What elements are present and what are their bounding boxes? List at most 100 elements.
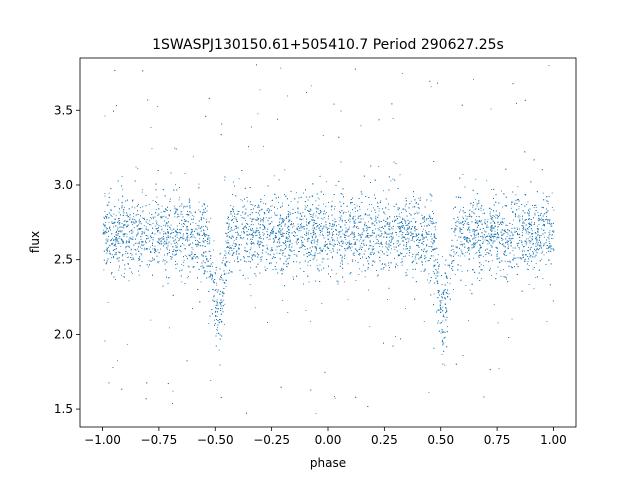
data-point <box>264 228 266 230</box>
data-point <box>260 236 261 238</box>
data-point <box>319 229 321 231</box>
data-point <box>174 239 176 241</box>
data-point <box>105 222 107 223</box>
data-point <box>475 219 476 221</box>
data-point <box>392 118 394 119</box>
data-point <box>256 227 258 229</box>
data-point <box>386 233 388 235</box>
data-point <box>551 207 553 208</box>
data-point <box>463 222 465 224</box>
data-point <box>247 256 249 257</box>
data-point <box>192 229 194 230</box>
data-point <box>499 270 501 271</box>
data-point <box>401 264 403 266</box>
data-point <box>507 247 509 249</box>
data-point <box>295 192 297 194</box>
data-point <box>240 199 242 201</box>
data-point <box>349 226 350 228</box>
data-point <box>449 283 451 285</box>
data-point <box>241 231 243 233</box>
data-point <box>442 292 444 294</box>
data-point <box>370 254 372 256</box>
data-point <box>217 327 218 329</box>
data-point <box>288 213 289 215</box>
data-point <box>121 176 123 177</box>
data-point <box>147 235 149 237</box>
data-point <box>243 236 245 238</box>
data-point <box>175 245 177 247</box>
data-point <box>493 216 495 217</box>
data-point <box>331 209 332 211</box>
data-point <box>300 230 302 232</box>
data-point <box>527 233 529 235</box>
data-point <box>264 266 266 268</box>
data-point <box>137 205 138 207</box>
data-point <box>287 312 289 313</box>
data-point <box>178 238 180 239</box>
data-point <box>233 218 235 220</box>
data-point <box>117 360 118 362</box>
data-point <box>423 321 425 322</box>
data-point <box>532 268 534 270</box>
data-point <box>226 235 228 237</box>
data-point <box>429 193 431 195</box>
data-point <box>218 321 220 323</box>
data-point <box>115 244 116 246</box>
data-point <box>227 242 229 244</box>
data-point <box>549 230 551 232</box>
data-point <box>413 260 415 262</box>
data-point <box>222 291 224 292</box>
data-point <box>215 269 217 271</box>
data-point <box>378 166 380 167</box>
data-point <box>316 249 317 251</box>
data-point <box>181 213 183 215</box>
data-point <box>365 214 367 216</box>
data-point <box>364 214 366 216</box>
data-point <box>195 244 197 246</box>
data-point <box>111 257 112 259</box>
data-point <box>212 275 213 277</box>
data-point <box>202 256 204 257</box>
data-point <box>513 234 515 236</box>
data-point <box>353 220 355 222</box>
data-point <box>476 234 477 236</box>
data-point <box>491 236 493 238</box>
data-point <box>295 254 297 256</box>
data-point <box>498 226 499 228</box>
data-point <box>190 236 192 237</box>
data-point <box>402 225 404 227</box>
data-point <box>150 217 152 218</box>
data-point <box>490 215 492 217</box>
data-point <box>176 236 178 238</box>
data-point <box>384 233 386 234</box>
data-point <box>348 241 350 243</box>
data-point <box>227 261 229 263</box>
data-point <box>128 280 130 282</box>
data-point <box>167 218 169 219</box>
data-point <box>406 232 408 234</box>
data-point <box>418 254 419 256</box>
data-point <box>318 204 320 206</box>
data-point <box>388 265 390 267</box>
data-point <box>330 252 332 253</box>
data-point <box>367 268 369 270</box>
data-point <box>519 248 520 250</box>
data-point <box>104 211 106 212</box>
data-point <box>223 257 224 259</box>
data-point <box>243 226 245 228</box>
data-point <box>546 252 548 254</box>
data-point <box>235 232 237 233</box>
data-point <box>313 242 315 244</box>
data-point <box>164 220 165 222</box>
data-point <box>355 260 356 262</box>
data-point <box>135 249 137 251</box>
data-point <box>412 277 414 279</box>
data-point <box>511 207 512 209</box>
data-point <box>327 235 329 237</box>
data-point <box>255 230 257 232</box>
data-point <box>522 225 524 227</box>
data-point <box>345 250 347 251</box>
data-point <box>247 277 249 279</box>
data-point <box>332 239 333 241</box>
data-point <box>539 248 540 249</box>
